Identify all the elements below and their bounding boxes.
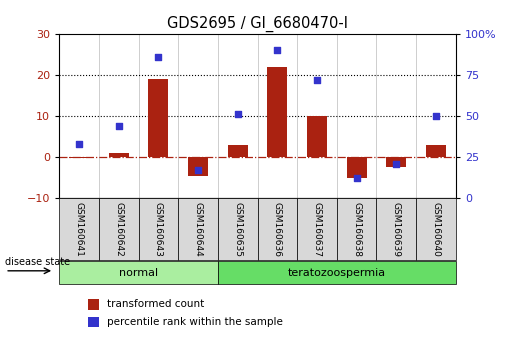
Bar <box>426 145 446 157</box>
Bar <box>416 198 456 260</box>
Point <box>114 123 123 129</box>
Text: GSM160637: GSM160637 <box>313 202 321 257</box>
Bar <box>59 261 218 284</box>
Text: GSM160642: GSM160642 <box>114 202 123 257</box>
Text: GSM160638: GSM160638 <box>352 202 361 257</box>
Bar <box>188 157 208 176</box>
Bar <box>376 198 416 260</box>
Point <box>194 167 202 173</box>
Bar <box>148 79 168 157</box>
Text: percentile rank within the sample: percentile rank within the sample <box>107 317 283 327</box>
Bar <box>307 116 327 157</box>
Bar <box>69 157 89 158</box>
Point <box>392 161 401 166</box>
Text: GSM160640: GSM160640 <box>432 202 440 257</box>
Text: disease state: disease state <box>5 257 70 267</box>
Text: GSM160643: GSM160643 <box>154 202 163 257</box>
Bar <box>337 198 376 260</box>
Point <box>75 141 83 147</box>
Point <box>432 113 440 119</box>
Text: GDS2695 / GI_6680470-I: GDS2695 / GI_6680470-I <box>167 16 348 32</box>
Point <box>233 112 242 117</box>
Point <box>154 54 162 59</box>
Text: GSM160639: GSM160639 <box>392 202 401 257</box>
Bar <box>139 198 178 260</box>
Point <box>313 77 321 82</box>
Bar <box>347 157 367 178</box>
Bar <box>218 198 258 260</box>
Text: GSM160644: GSM160644 <box>194 202 202 257</box>
Bar <box>297 198 337 260</box>
Text: teratozoospermia: teratozoospermia <box>288 268 386 278</box>
Text: transformed count: transformed count <box>107 299 204 309</box>
Bar <box>386 157 406 167</box>
Bar <box>99 198 139 260</box>
Point <box>352 176 360 181</box>
Bar <box>258 198 297 260</box>
Bar <box>109 153 129 157</box>
Bar <box>218 261 456 284</box>
Bar <box>267 67 287 157</box>
Text: normal: normal <box>119 268 158 278</box>
Bar <box>178 198 218 260</box>
Text: GSM160635: GSM160635 <box>233 202 242 257</box>
Text: GSM160636: GSM160636 <box>273 202 282 257</box>
Point <box>273 47 281 53</box>
Bar <box>228 145 248 157</box>
Text: GSM160641: GSM160641 <box>75 202 83 257</box>
Bar <box>59 198 99 260</box>
